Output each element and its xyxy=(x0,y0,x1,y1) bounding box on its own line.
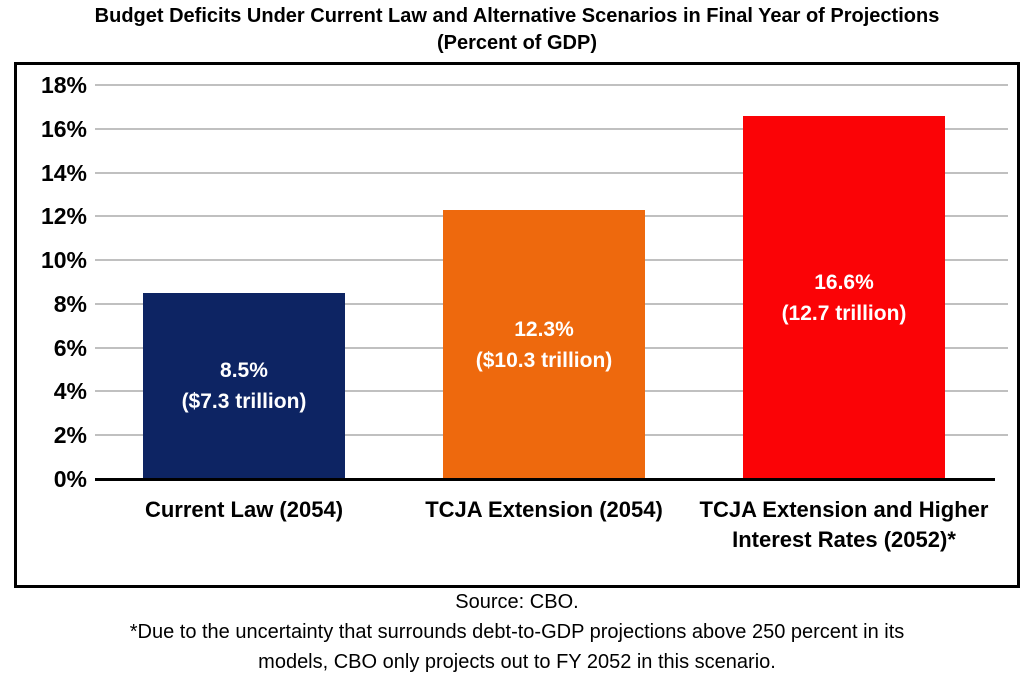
y-axis-tick-label: 10% xyxy=(40,247,87,274)
bar-percent-label: 8.5% xyxy=(220,359,268,382)
gridline xyxy=(95,127,1008,130)
x-axis-category-label: TCJA Extension (2054) xyxy=(394,495,694,525)
bar: 8.5% ($7.3 trillion) xyxy=(143,293,345,479)
x-axis-line xyxy=(95,478,995,481)
bar-amount-label: ($7.3 trillion) xyxy=(181,390,307,413)
gridline xyxy=(95,171,1008,174)
y-axis-tick-label: 12% xyxy=(40,203,87,230)
x-axis-category-label-line: TCJA Extension (2054) xyxy=(425,497,663,522)
chart-subtitle: (Percent of GDP) xyxy=(436,32,598,54)
chart-title: Budget Deficits Under Current Law and Al… xyxy=(0,3,1034,57)
bar-amount-label: (12.7 trillion) xyxy=(781,301,907,325)
x-axis-category-label: Current Law (2054) xyxy=(94,495,394,525)
plot-frame: 0% 2% 4% 6% 8% 10% 12% 14% 16% 18% 8.5% ($7.3 trill… xyxy=(14,62,1020,588)
footnote-line1: *Due to the uncertainty that surrounds d… xyxy=(129,621,905,643)
bar-value-label: 12.3% ($10.3 trillion) xyxy=(476,314,613,376)
x-axis-category-label-line: Current Law (2054) xyxy=(144,497,344,522)
y-axis-tick-label: 6% xyxy=(53,334,87,361)
y-axis-tick-label: 14% xyxy=(40,159,87,186)
x-axis-category-label-line: TCJA Extension and Higher xyxy=(699,497,989,522)
bar-value-label: 16.6% (12.7 trillion) xyxy=(782,267,907,329)
x-axis-category-label: TCJA Extension and Higher Interest Rates … xyxy=(694,495,994,555)
bar-percent-label: 16.6% xyxy=(814,270,874,294)
y-axis-tick-label: 8% xyxy=(53,290,87,317)
chart-title-line1: Budget Deficits Under Current Law and Al… xyxy=(94,5,940,27)
y-axis-tick-label: 4% xyxy=(53,378,87,405)
bar-percent-label: 12.3% xyxy=(514,317,574,341)
y-axis-tick-label: 18% xyxy=(40,72,87,98)
bar-amount-label: ($10.3 trillion) xyxy=(475,348,613,372)
bar: 12.3% ($10.3 trillion) xyxy=(443,210,645,479)
y-axis-tick-label: 16% xyxy=(40,115,87,142)
footnote-line2: models, CBO only projects out to FY 2052… xyxy=(258,651,776,673)
source-note: Source: CBO. xyxy=(455,591,579,613)
plot-area: 0% 2% 4% 6% 8% 10% 12% 14% 16% 18% 8.5% ($7.3 trill… xyxy=(17,65,1017,585)
gridline xyxy=(95,84,1008,86)
bar-value-label: 8.5% ($7.3 trillion) xyxy=(182,355,307,417)
y-axis-tick-label: 0% xyxy=(53,466,87,492)
y-axis-tick-label: 2% xyxy=(53,422,87,449)
bar: 16.6% (12.7 trillion) xyxy=(743,116,945,479)
footer: Source: CBO. *Due to the uncertainty tha… xyxy=(0,587,1034,677)
x-axis-category-label-line: Interest Rates (2052)* xyxy=(732,527,956,552)
